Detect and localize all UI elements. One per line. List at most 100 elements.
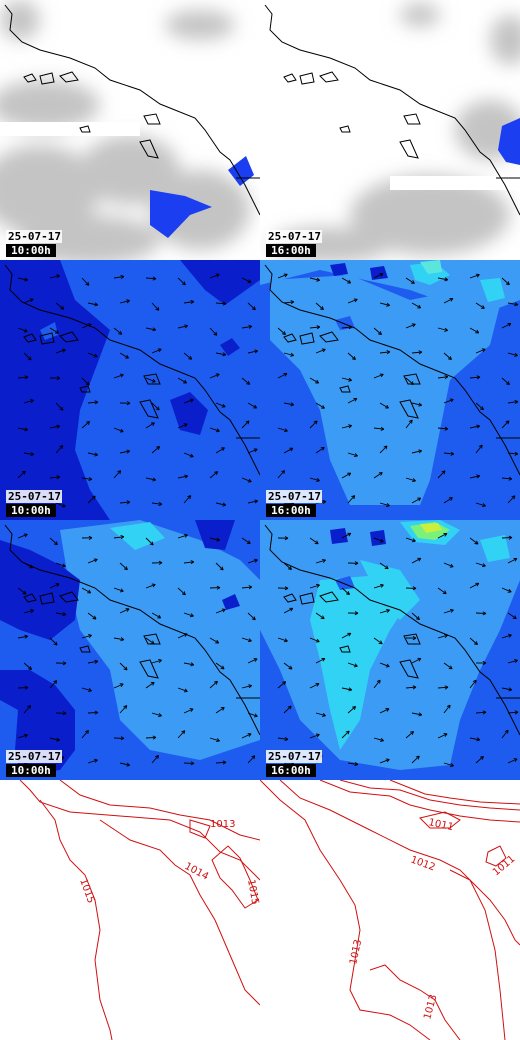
wind-arrow: [277, 327, 286, 335]
wind-arrow: [347, 298, 358, 304]
wind-arrow: [23, 609, 34, 614]
wind-arrowhead: [479, 406, 484, 411]
wind-arrow: [341, 377, 352, 381]
wind-vectors: [277, 532, 519, 767]
wind-arrowhead: [417, 304, 422, 309]
wind-arrowhead: [189, 453, 194, 458]
wind-arrow: [55, 445, 64, 454]
wind-arrow: [177, 423, 188, 429]
wind-arrow: [49, 425, 60, 429]
wind-arrowhead: [155, 406, 160, 411]
wind-arrow: [241, 377, 250, 385]
wind-arrowhead: [120, 534, 125, 540]
wind-arrowhead: [157, 614, 162, 619]
wind-arrowhead: [87, 589, 92, 594]
wind-arrowhead: [56, 737, 60, 742]
wind-arrow: [315, 712, 326, 717]
wind-arrow: [145, 681, 155, 689]
wind-arrowhead: [151, 583, 156, 588]
wind-arrow: [183, 708, 194, 714]
wind-panel-a-10h: 25-07-17 10:00h: [0, 260, 260, 520]
wind-arrowhead: [55, 583, 60, 587]
wind-arrow: [209, 471, 218, 479]
wind-arrowhead: [417, 657, 422, 662]
wind-arrowhead: [158, 712, 162, 718]
wind-arrow: [469, 376, 481, 379]
wind-arrowhead: [473, 641, 478, 646]
wind-arrowhead: [23, 328, 28, 333]
wind-arrowhead: [283, 638, 288, 643]
wind-arrowhead: [85, 381, 90, 386]
wind-arrowhead: [123, 705, 128, 710]
wind-arrow: [347, 495, 356, 504]
wind-arrow: [113, 637, 124, 641]
wind-arrow: [309, 326, 320, 329]
wind-arrowhead: [282, 681, 287, 686]
wind-arrow: [309, 377, 319, 384]
wind-arrow: [247, 500, 258, 504]
wind-arrowhead: [348, 377, 353, 382]
wind-arrow: [469, 637, 478, 645]
wind-arrow: [437, 634, 448, 639]
wind-arrowhead: [158, 658, 162, 664]
wind-arrow: [119, 705, 128, 714]
time-label: 16:00h: [266, 504, 316, 517]
wind-arrowhead: [351, 495, 356, 500]
wind-arrow: [119, 562, 128, 571]
wind-arrow: [55, 402, 64, 411]
wind-arrowhead: [29, 564, 34, 569]
wind-arrow: [151, 755, 159, 764]
wind-arrow: [241, 733, 252, 739]
wind-arrow: [241, 537, 251, 544]
wind-arrow: [475, 612, 487, 614]
wind-arrowhead: [290, 300, 295, 305]
wind-arrowhead: [247, 733, 252, 737]
wind-arrow: [177, 475, 188, 479]
wind-arrowhead: [472, 679, 477, 684]
wind-arrowhead: [441, 470, 446, 475]
wind-arrow: [347, 762, 358, 765]
wind-arrow: [437, 427, 448, 430]
wind-arrowhead: [24, 375, 29, 380]
wind-arrowhead: [88, 535, 93, 540]
wind-arrow: [373, 427, 384, 430]
cloud-panel-16h: 25-07-17 16:00h: [260, 0, 520, 260]
wind-arrowhead: [61, 503, 66, 508]
wind-arrow: [411, 557, 422, 564]
wind-arrowhead: [450, 451, 455, 456]
wind-arrow: [177, 730, 186, 739]
wind-arrow: [469, 582, 480, 589]
wind-arrow: [145, 477, 156, 481]
wind-arrow: [469, 425, 480, 429]
wind-arrow: [151, 659, 162, 664]
wind-arrowhead: [507, 588, 512, 593]
wind-arrowhead: [376, 679, 381, 684]
timestamp: 25-07-17 16:00h: [266, 750, 322, 777]
wind-arrowhead: [386, 350, 391, 355]
wind-arrow: [247, 402, 257, 409]
wind-arrow: [81, 323, 92, 329]
wind-arrowhead: [253, 448, 258, 453]
wind-arrowhead: [283, 372, 288, 377]
wind-arrow: [379, 402, 389, 409]
wind-arrowhead: [476, 424, 481, 429]
wind-arrowhead: [119, 683, 124, 688]
wind-arrowhead: [443, 733, 448, 737]
isobar-map: 1013 1014 1015 1015: [0, 780, 260, 1040]
wind-arrow: [17, 734, 28, 739]
wind-arrowhead: [386, 608, 390, 613]
wind-arrowhead: [117, 470, 122, 475]
wind-arrow: [411, 755, 420, 764]
wind-arrowhead: [354, 611, 359, 616]
wind-arrow: [87, 495, 96, 504]
wind-arrowhead: [152, 276, 157, 281]
wind-arrowhead: [379, 272, 384, 277]
wind-arrow: [469, 737, 480, 741]
wind-arrow: [373, 373, 384, 379]
wind-arrowhead: [150, 422, 155, 427]
wind-arrowhead: [215, 273, 220, 278]
wind-arrowhead: [215, 428, 220, 433]
wind-arrowhead: [345, 591, 350, 596]
wind-panel-b-16h: 25-07-17 16:00h: [260, 520, 520, 780]
wind-arrow: [145, 583, 156, 589]
